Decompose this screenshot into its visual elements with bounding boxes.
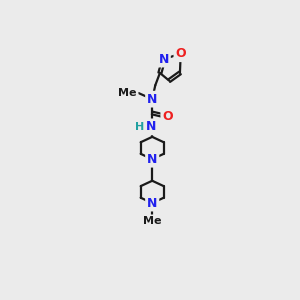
Text: Me: Me: [143, 216, 161, 226]
Text: O: O: [162, 110, 173, 123]
Text: O: O: [176, 47, 186, 60]
Text: N: N: [147, 153, 158, 166]
Text: H: H: [135, 122, 145, 132]
Text: N: N: [146, 120, 157, 134]
Text: Me: Me: [118, 88, 137, 98]
Text: N: N: [159, 52, 169, 66]
Text: N: N: [147, 196, 158, 210]
Text: N: N: [147, 93, 158, 106]
